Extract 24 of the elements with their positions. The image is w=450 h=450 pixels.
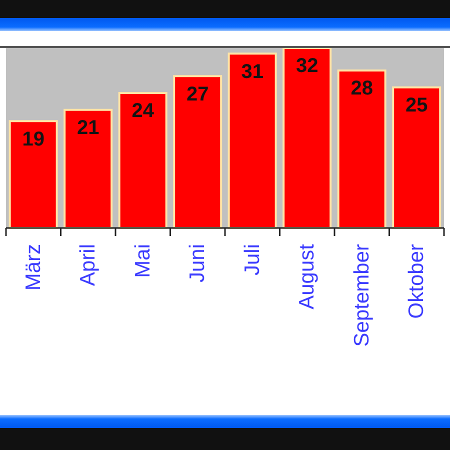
data-label: 28 [350,78,373,100]
bar [8,120,58,229]
x-tick-label: Oktober [405,244,428,319]
x-tick-label: Juni [186,244,210,283]
bar [118,92,168,229]
data-label: 21 [76,117,100,140]
x-tick-label: Mai [131,244,154,278]
data-label: 24 [132,100,155,122]
bar [173,75,222,229]
bar [228,52,277,229]
data-label: 31 [241,60,264,83]
bar [337,70,386,229]
bar [282,48,332,229]
bar [392,86,442,229]
x-tick-label: März [22,244,45,291]
data-label: 25 [405,94,428,117]
data-label: 19 [22,128,44,150]
x-tick-label: April [76,244,100,286]
x-tick-label: September [350,244,374,347]
bar [64,108,113,229]
x-tick-label: August [296,244,319,310]
x-tick-label: Juli [240,244,264,276]
data-label: 27 [186,83,209,106]
data-label: 32 [296,55,318,78]
